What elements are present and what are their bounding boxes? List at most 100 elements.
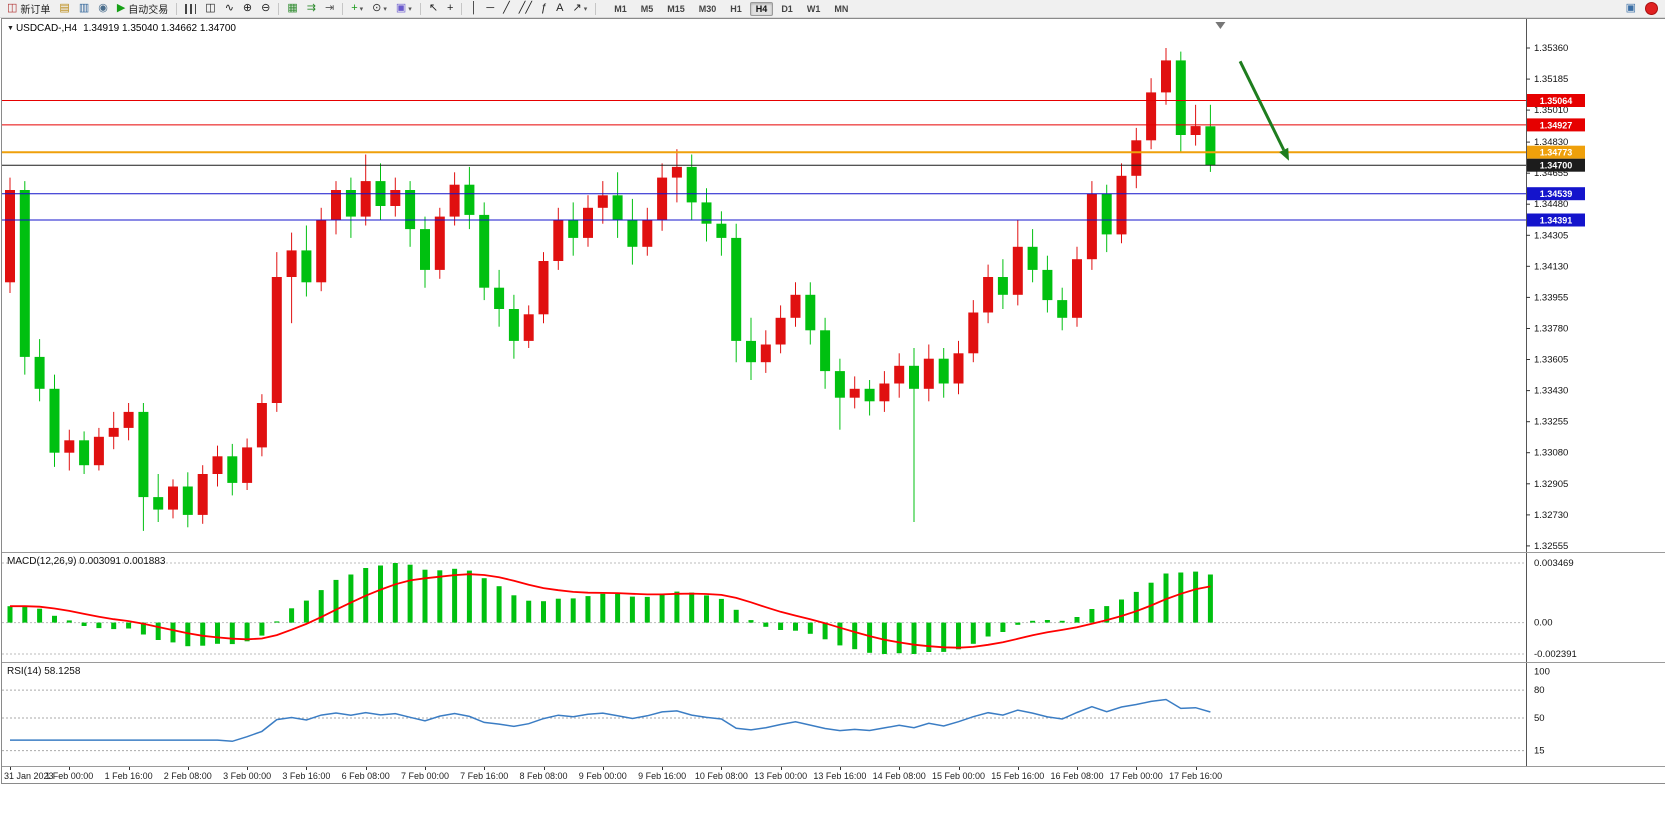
macd-histogram-bar — [378, 565, 383, 623]
price-axis-label: 1.35010 — [1534, 105, 1568, 116]
main-chart-pane[interactable]: 1.35360 1.35185 1.35010 1.34830 1.34655 1.344… — [2, 19, 1663, 552]
candle-body — [538, 261, 549, 315]
candle-body — [420, 229, 430, 270]
macd-histogram-bar — [437, 570, 443, 623]
templates-icon[interactable]: ▣ ▾ — [392, 0, 416, 17]
chart-menu-icon[interactable]: ▼ — [7, 25, 14, 32]
candle-body — [256, 403, 267, 448]
tile-windows-icon[interactable]: ▦ — [283, 0, 301, 17]
price-tag — [1527, 145, 1585, 159]
macd-axis-label: 0.00 — [1534, 618, 1553, 629]
macd-histogram-bar — [1193, 571, 1199, 623]
timeframe-m30[interactable]: M30 — [698, 3, 717, 14]
periods-icon[interactable]: ⊙ ▾ — [368, 0, 391, 17]
chart-window[interactable]: 1.35360 1.35185 1.35010 1.34830 1.34655 1.344… — [1, 18, 1665, 784]
timeframe-d1[interactable]: D1 — [781, 3, 793, 14]
candle-body — [568, 220, 579, 238]
macd-pane[interactable]: MACD(12,26,9) 0.003091 0.001883 0.003469… — [2, 553, 1663, 662]
chart-window-icon[interactable]: ▣ — [1622, 0, 1640, 17]
fibonacci-icon[interactable]: ƒ — [537, 0, 551, 17]
new-order-button: ◫ — [7, 2, 18, 14]
candle-body — [657, 177, 668, 221]
cursor-icon[interactable]: ↖ — [425, 0, 442, 17]
rsi-axis-label: 80 — [1534, 685, 1545, 696]
candle-body — [968, 312, 979, 354]
dropdown-caret-icon: ▾ — [408, 5, 412, 13]
timeframe-h1[interactable]: H1 — [730, 3, 742, 14]
line-chart-icon: ∿ — [224, 2, 234, 14]
arrows-icon[interactable]: ↗ ▾ — [568, 0, 591, 17]
rsi-pane[interactable]: RSI(14) 58.1258 100 80 50 15 — [2, 663, 1663, 766]
new-order-button[interactable]: ◫ 新订单 — [3, 0, 54, 17]
chart-shift-marker[interactable] — [1215, 22, 1226, 29]
charts-grid-icon[interactable]: ▤ — [55, 0, 73, 17]
zoom-out-icon[interactable]: ⊖ — [257, 0, 274, 17]
rsi-axis-label: 100 — [1534, 667, 1550, 678]
timeframe-m1[interactable]: M1 — [614, 3, 627, 14]
candle-body — [597, 195, 608, 208]
macd-histogram-bar — [392, 563, 398, 623]
candlestick-icon[interactable]: ◫ — [201, 0, 219, 17]
time-axis[interactable]: 31 Jan 2023 1 Feb 00:00 1 Feb 16:00 2 Feb 0… — [2, 767, 1663, 783]
timeframe-m5[interactable]: M5 — [640, 3, 654, 14]
line-chart-icon[interactable]: ∿ — [221, 0, 238, 17]
macd-histogram-bar — [585, 596, 591, 623]
timeframe-m15[interactable]: M15 — [667, 3, 685, 14]
auto-scroll-icon[interactable]: ⇉ — [303, 0, 320, 17]
trend-arrow[interactable] — [1238, 60, 1286, 151]
auto-trading-button-label: 自动交易 — [128, 5, 169, 16]
candle-body — [508, 309, 519, 341]
time-axis-label: 6 Feb 08:00 — [341, 771, 390, 781]
candle-body — [612, 195, 623, 221]
macd-histogram-bar — [1104, 606, 1110, 623]
horizontal-line-icon[interactable]: ─ — [482, 0, 498, 17]
chart-shift-icon[interactable]: ⇥ — [321, 0, 338, 17]
navigator-icon[interactable]: ◉ — [94, 0, 112, 17]
tile-windows-icon: ▦ — [287, 2, 298, 14]
macd-histogram-bar — [555, 598, 561, 623]
time-axis-label: 16 Feb 08:00 — [1050, 771, 1104, 781]
time-axis-label: 7 Feb 16:00 — [460, 771, 509, 781]
rsi-axis-label: 15 — [1534, 746, 1545, 757]
pane-separator[interactable] — [2, 766, 1665, 767]
candle-body — [1042, 269, 1053, 301]
time-axis-tick — [839, 767, 841, 770]
channel-icon[interactable]: ╱╱ — [515, 0, 536, 17]
price-tag — [1527, 158, 1585, 172]
timeframe-mn[interactable]: MN — [834, 3, 849, 14]
indicators-icon: + — [351, 2, 358, 14]
macd-histogram-bar — [452, 568, 458, 623]
auto-trading-button[interactable]: ▶ 自动交易 — [113, 0, 172, 17]
macd-histogram-bar — [704, 595, 709, 623]
notification-badge[interactable] — [1645, 2, 1658, 15]
price-axis-label: 1.33430 — [1534, 386, 1568, 397]
macd-histogram-bar — [793, 622, 798, 631]
time-axis-tick — [899, 767, 901, 770]
timeframe-h4[interactable]: H4 — [749, 1, 774, 16]
macd-histogram-bar — [496, 586, 502, 623]
pane-separator[interactable] — [2, 662, 1665, 663]
macd-histogram-bar — [1044, 620, 1050, 623]
time-axis-tick — [543, 767, 545, 770]
macd-histogram-bar — [215, 622, 220, 644]
candle-body — [1175, 60, 1186, 135]
crosshair-icon[interactable]: + — [443, 0, 457, 17]
candle-body — [671, 166, 682, 178]
vertical-line-icon[interactable]: │ — [466, 0, 481, 17]
indicators-icon[interactable]: + ▾ — [347, 0, 367, 17]
navigator-icon: ◉ — [98, 2, 108, 14]
candle-body — [1205, 126, 1216, 166]
trendline-icon[interactable]: ╱ — [499, 0, 514, 17]
market-watch-icon[interactable]: ▥ — [75, 0, 93, 17]
rsi-label: RSI(14) — [7, 666, 42, 677]
candle-body — [123, 411, 134, 428]
pane-separator[interactable] — [2, 552, 1665, 553]
candle-body — [316, 220, 327, 283]
zoom-in-icon: ⊕ — [242, 2, 253, 14]
zoom-in-icon[interactable]: ⊕ — [239, 0, 256, 17]
macd-histogram-bar — [244, 622, 250, 642]
timeframe-w1[interactable]: W1 — [806, 3, 821, 14]
ohlc-bars-icon[interactable] — [181, 0, 200, 17]
price-tag — [1527, 213, 1585, 227]
text-icon[interactable]: A — [552, 0, 567, 17]
